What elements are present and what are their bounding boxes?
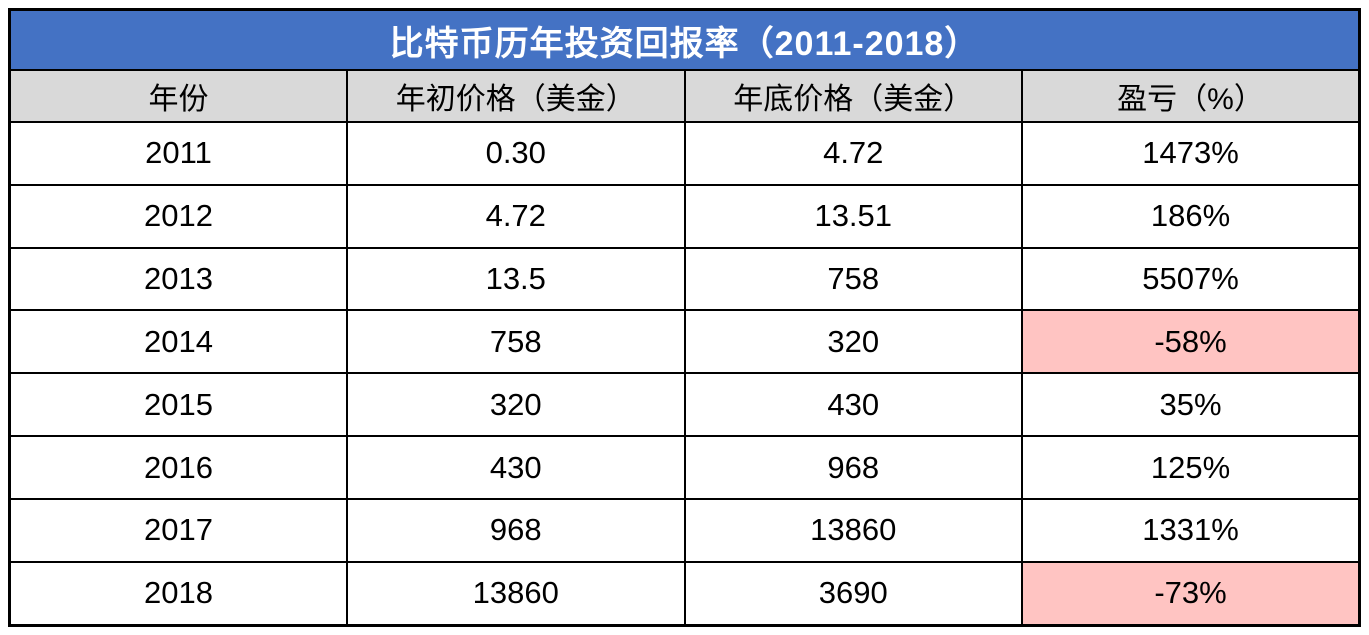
start-price-cell: 13.5 (346, 246, 686, 312)
pnl-cell: 125% (1021, 435, 1361, 500)
year-cell: 2017 (8, 497, 348, 563)
start-price-cell: 4.72 (346, 183, 686, 249)
table-row: 2016 430 968 125% (8, 435, 1361, 500)
table-row: 2015 320 430 35% (8, 372, 1361, 438)
bitcoin-returns-table: 比特币历年投资回报率（2011-2018） 年份 年初价格（美金） 年底价格（美… (8, 8, 1361, 627)
year-cell: 2014 (8, 309, 348, 375)
year-cell: 2013 (8, 246, 348, 312)
col-header-start-price: 年初价格（美金） (346, 69, 686, 123)
pnl-cell: -73% (1021, 560, 1361, 627)
end-price-cell: 758 (683, 246, 1023, 312)
col-header-end-price: 年底价格（美金） (683, 69, 1023, 123)
year-cell: 2011 (8, 121, 348, 186)
table-title: 比特币历年投资回报率（2011-2018） (8, 8, 1361, 71)
start-price-cell: 320 (346, 372, 686, 438)
start-price-cell: 430 (346, 435, 686, 500)
year-cell: 2016 (8, 435, 348, 500)
end-price-cell: 3690 (683, 560, 1023, 627)
table-row: 2012 4.72 13.51 186% (8, 183, 1361, 249)
year-cell: 2015 (8, 372, 348, 438)
col-header-year: 年份 (8, 69, 348, 123)
table-row: 2013 13.5 758 5507% (8, 246, 1361, 312)
start-price-cell: 13860 (346, 560, 686, 627)
pnl-cell: -58% (1021, 309, 1361, 375)
end-price-cell: 13.51 (683, 183, 1023, 249)
table-row: 2017 968 13860 1331% (8, 497, 1361, 563)
end-price-cell: 430 (683, 372, 1023, 438)
table-row: 2014 758 320 -58% (8, 309, 1361, 375)
year-cell: 2018 (8, 560, 348, 627)
pnl-cell: 35% (1021, 372, 1361, 438)
pnl-cell: 1331% (1021, 497, 1361, 563)
end-price-cell: 4.72 (683, 121, 1023, 186)
pnl-cell: 186% (1021, 183, 1361, 249)
start-price-cell: 0.30 (346, 121, 686, 186)
col-header-pnl: 盈亏（%） (1021, 69, 1361, 123)
year-cell: 2012 (8, 183, 348, 249)
end-price-cell: 13860 (683, 497, 1023, 563)
pnl-cell: 1473% (1021, 121, 1361, 186)
table-title-row: 比特币历年投资回报率（2011-2018） (8, 8, 1361, 71)
start-price-cell: 968 (346, 497, 686, 563)
table-header-row: 年份 年初价格（美金） 年底价格（美金） 盈亏（%） (8, 69, 1361, 123)
table-row: 2011 0.30 4.72 1473% (8, 121, 1361, 186)
end-price-cell: 320 (683, 309, 1023, 375)
pnl-cell: 5507% (1021, 246, 1361, 312)
end-price-cell: 968 (683, 435, 1023, 500)
start-price-cell: 758 (346, 309, 686, 375)
table-row: 2018 13860 3690 -73% (8, 560, 1361, 627)
